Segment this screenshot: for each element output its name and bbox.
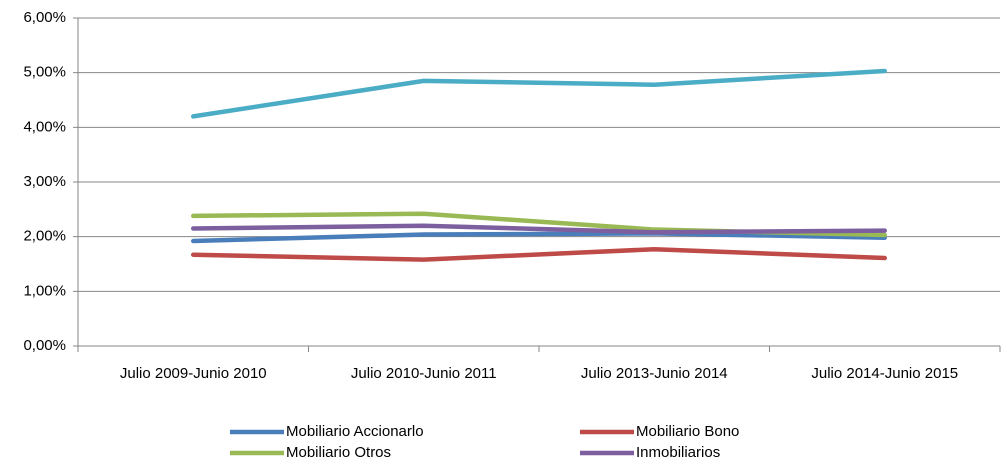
y-tick-label: 5,00% (23, 64, 66, 81)
y-tick-label: 2,00% (23, 228, 66, 245)
y-tick-label: 4,00% (23, 118, 66, 135)
legend-label: Mobiliario Accionarlo (286, 423, 424, 440)
x-tick-label: Julio 2009-Junio 2010 (120, 365, 267, 382)
x-tick-label: Julio 2014-Junio 2015 (811, 365, 958, 382)
series-line (191, 68, 887, 119)
x-tick-label: Julio 2013-Junio 2014 (581, 365, 728, 382)
series-line (191, 246, 887, 262)
series-line (191, 231, 887, 244)
y-tick-label: 3,00% (23, 173, 66, 190)
series-line (191, 223, 887, 235)
legend-label: Mobiliario Otros (286, 444, 391, 461)
legend-label: Mobiliario Bono (636, 423, 739, 440)
legend-label: Inmobiliarios (636, 444, 720, 461)
y-tick-label: 1,00% (23, 282, 66, 299)
y-tick-label: 6,00% (23, 9, 66, 26)
x-tick-label: Julio 2010-Junio 2011 (351, 365, 497, 382)
y-tick-label: 0,00% (23, 337, 66, 354)
